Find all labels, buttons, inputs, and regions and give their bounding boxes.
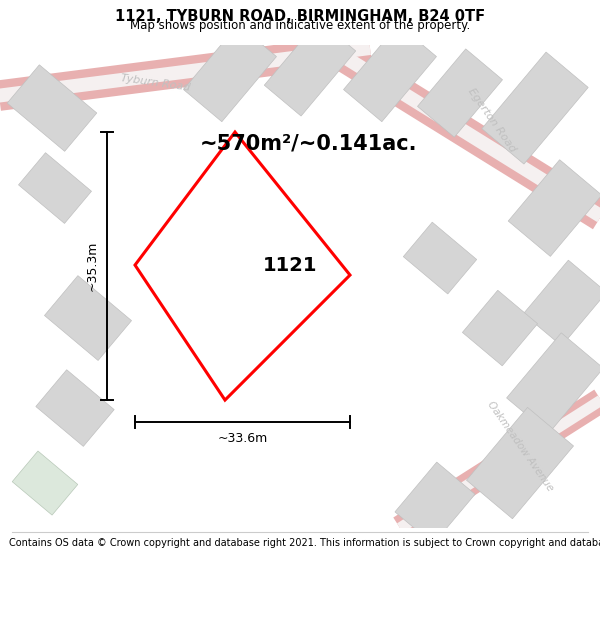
- Text: Oakmeadow Avenue: Oakmeadow Avenue: [485, 399, 555, 493]
- Polygon shape: [466, 408, 574, 519]
- Text: Tyburn Road: Tyburn Road: [119, 73, 190, 93]
- Polygon shape: [506, 333, 600, 433]
- Text: Map shows position and indicative extent of the property.: Map shows position and indicative extent…: [130, 19, 470, 31]
- Text: ~570m²/~0.141ac.: ~570m²/~0.141ac.: [200, 133, 418, 153]
- Polygon shape: [7, 65, 97, 151]
- Polygon shape: [264, 20, 356, 116]
- Polygon shape: [36, 370, 114, 446]
- Text: ~33.6m: ~33.6m: [217, 432, 268, 445]
- Text: 1121: 1121: [263, 256, 317, 274]
- Text: 1121, TYBURN ROAD, BIRMINGHAM, B24 0TF: 1121, TYBURN ROAD, BIRMINGHAM, B24 0TF: [115, 9, 485, 24]
- Polygon shape: [395, 462, 475, 544]
- Polygon shape: [19, 152, 91, 223]
- Polygon shape: [403, 222, 476, 294]
- Polygon shape: [482, 52, 588, 164]
- Polygon shape: [508, 160, 600, 256]
- Polygon shape: [344, 24, 436, 122]
- Polygon shape: [184, 24, 277, 122]
- Polygon shape: [12, 451, 78, 515]
- Polygon shape: [44, 276, 131, 361]
- Polygon shape: [418, 49, 502, 138]
- Polygon shape: [523, 260, 600, 346]
- Text: Egerton Road: Egerton Road: [466, 86, 518, 154]
- Text: Contains OS data © Crown copyright and database right 2021. This information is : Contains OS data © Crown copyright and d…: [9, 538, 600, 548]
- Polygon shape: [463, 290, 538, 366]
- Text: ~35.3m: ~35.3m: [86, 241, 99, 291]
